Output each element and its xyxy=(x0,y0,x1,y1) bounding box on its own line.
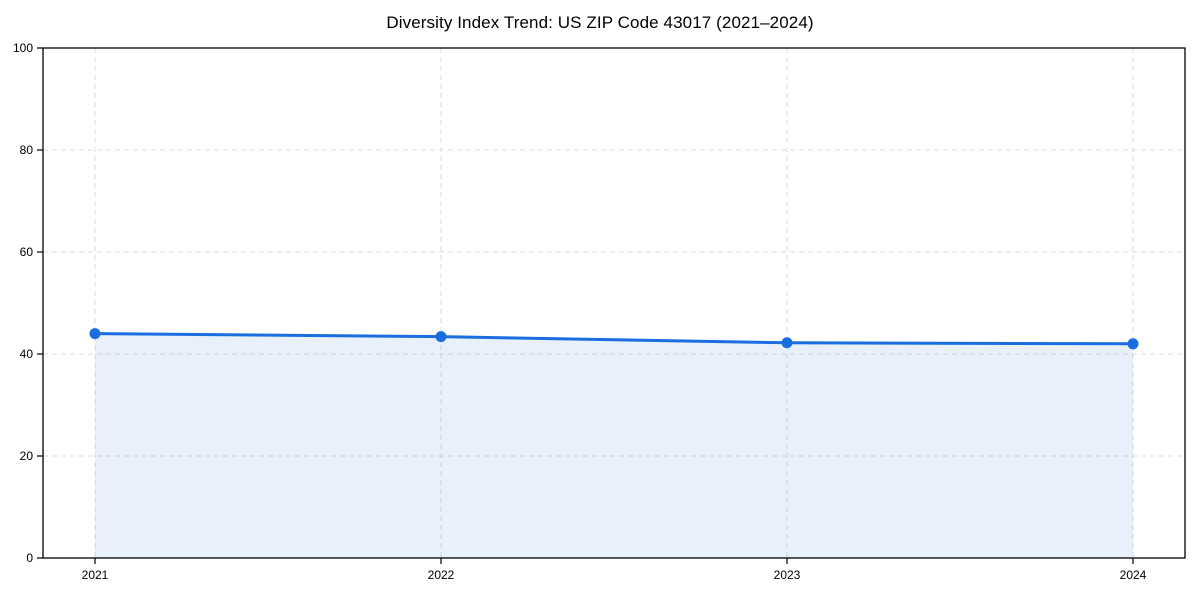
x-tick-label-2023: 2023 xyxy=(774,568,801,582)
chart-title: Diversity Index Trend: US ZIP Code 43017… xyxy=(386,13,814,32)
tick-marks xyxy=(37,47,1134,564)
x-tick-labels: 2021 2022 2023 2024 xyxy=(82,568,1147,582)
data-point-2022 xyxy=(435,331,447,343)
plot-border xyxy=(42,47,1186,559)
y-tick-labels: 0 20 40 60 80 100 xyxy=(13,41,33,565)
y-tick-label-0: 0 xyxy=(26,551,33,565)
trend-line xyxy=(93,332,1135,346)
data-point-2021 xyxy=(89,328,101,340)
y-tick-label-40: 40 xyxy=(20,347,34,361)
y-tick-label-60: 60 xyxy=(20,245,34,259)
x-gridlines xyxy=(94,48,1134,558)
data-point-2023 xyxy=(781,337,793,349)
y-gridlines xyxy=(43,149,1185,457)
x-tick-label-2021: 2021 xyxy=(82,568,109,582)
data-point-2024 xyxy=(1127,338,1139,350)
plot-area xyxy=(43,48,1185,558)
data-point-markers xyxy=(89,328,1139,350)
y-tick-label-100: 100 xyxy=(13,41,33,55)
y-tick-label-80: 80 xyxy=(20,143,34,157)
x-tick-label-2024: 2024 xyxy=(1120,568,1147,582)
area-fill xyxy=(95,333,1133,558)
x-tick-label-2022: 2022 xyxy=(428,568,455,582)
y-tick-label-20: 20 xyxy=(20,449,34,463)
